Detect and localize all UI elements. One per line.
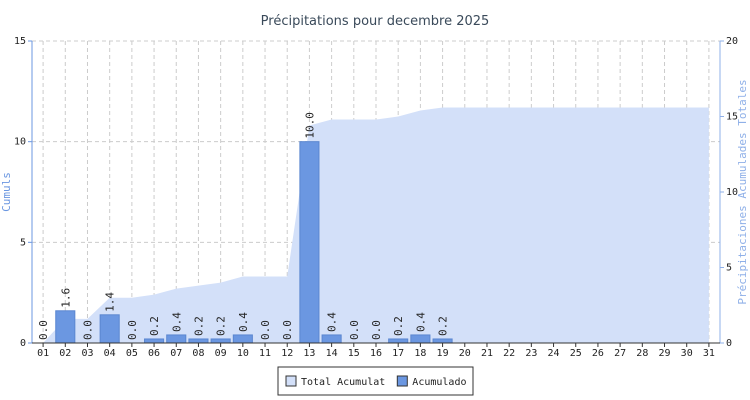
- x-tick-label: 28: [636, 348, 648, 359]
- x-tick-label: 01: [37, 348, 49, 359]
- value-label: 0.4: [326, 312, 339, 332]
- x-tick-label: 12: [281, 348, 293, 359]
- x-tick-label: 29: [658, 348, 670, 359]
- legend-swatch: [396, 375, 408, 387]
- x-tick-label: 03: [81, 348, 93, 359]
- value-label: 0.0: [348, 320, 361, 340]
- value-label: 0.0: [259, 320, 272, 340]
- y2-tick-label: 0: [726, 338, 732, 349]
- value-label: 0.2: [215, 316, 228, 336]
- legend-box: [277, 366, 474, 396]
- x-tick-label: 16: [370, 348, 382, 359]
- x-tick-label: 05: [126, 348, 138, 359]
- value-label: 0.2: [437, 316, 450, 336]
- bar: [188, 338, 209, 344]
- y-tick-label: 15: [14, 36, 26, 47]
- x-tick-label: 31: [703, 348, 715, 359]
- x-tick-label: 25: [570, 348, 582, 359]
- y-tick-label: 0: [20, 338, 26, 349]
- x-tick-label: 21: [481, 348, 493, 359]
- value-label: 0.0: [37, 320, 50, 340]
- x-tick-label: 09: [215, 348, 227, 359]
- x-tick-label: 02: [59, 348, 71, 359]
- value-label: 1.6: [59, 288, 72, 308]
- x-tick-label: 22: [503, 348, 515, 359]
- x-tick-label: 27: [614, 348, 626, 359]
- value-label: 0.4: [170, 312, 183, 332]
- x-tick-label: 24: [548, 348, 560, 359]
- x-tick-label: 10: [237, 348, 249, 359]
- y2-tick-label: 15: [726, 112, 738, 123]
- x-tick-label: 14: [326, 348, 338, 359]
- value-label: 0.4: [414, 312, 427, 332]
- x-tick-label: 18: [414, 348, 426, 359]
- x-tick-label: 11: [259, 348, 271, 359]
- x-tick-label: 04: [104, 348, 116, 359]
- x-tick-label: 20: [459, 348, 471, 359]
- chart-title: Précipitations pour decembre 2025: [261, 14, 490, 29]
- value-label: 0.0: [126, 320, 139, 340]
- bar: [166, 334, 187, 344]
- y2-tick-label: 20: [726, 36, 738, 47]
- y2-tick-label: 5: [726, 263, 732, 274]
- legend-label: Total Acumulat: [301, 377, 385, 388]
- value-label: 0.4: [237, 312, 250, 332]
- value-label: 0.2: [148, 316, 161, 336]
- bar: [99, 314, 120, 344]
- bar: [321, 334, 342, 344]
- x-tick-label: 08: [192, 348, 204, 359]
- x-tick-label: 26: [592, 348, 604, 359]
- area: [43, 107, 709, 343]
- areas: [43, 107, 709, 343]
- value-label: 10.0: [303, 112, 316, 139]
- x-tick-label: 15: [348, 348, 360, 359]
- bar: [210, 338, 231, 344]
- bar: [232, 334, 253, 344]
- bar: [55, 310, 76, 344]
- x-tick-label: 13: [303, 348, 315, 359]
- y2-tick-label: 10: [726, 187, 738, 198]
- legend-label: Acumulado: [412, 377, 466, 388]
- x-tick-label: 07: [170, 348, 182, 359]
- legend-swatch: [285, 375, 297, 387]
- y2-axis-label: Précipitaciones Acumulades Totales: [736, 79, 749, 304]
- x-tick-label: 06: [148, 348, 160, 359]
- y-tick-label: 5: [20, 237, 26, 248]
- x-tick-label: 19: [437, 348, 449, 359]
- x-tick-label: 30: [681, 348, 693, 359]
- bar: [388, 338, 409, 344]
- x-tick-label: 23: [525, 348, 537, 359]
- value-label: 0.0: [281, 320, 294, 340]
- value-label: 0.2: [392, 316, 405, 336]
- legend: Total Acumulat Acumulado: [277, 366, 474, 396]
- y-tick-label: 10: [14, 137, 26, 148]
- bar: [432, 338, 453, 344]
- bars: 0.0 1.6 0.0 1.4 0.0 0.2 0.4 0.2 0.2 0.4 0.0 0.0 10.0…: [37, 112, 453, 344]
- value-label: 0.0: [81, 320, 94, 340]
- x-tick-label: 17: [392, 348, 404, 359]
- bar: [299, 141, 320, 344]
- bar: [144, 338, 165, 344]
- y-axis-label: Cumuls: [0, 172, 13, 212]
- value-label: 0.0: [370, 320, 383, 340]
- value-label: 0.2: [192, 316, 205, 336]
- value-label: 1.4: [104, 292, 117, 312]
- bar: [410, 334, 431, 344]
